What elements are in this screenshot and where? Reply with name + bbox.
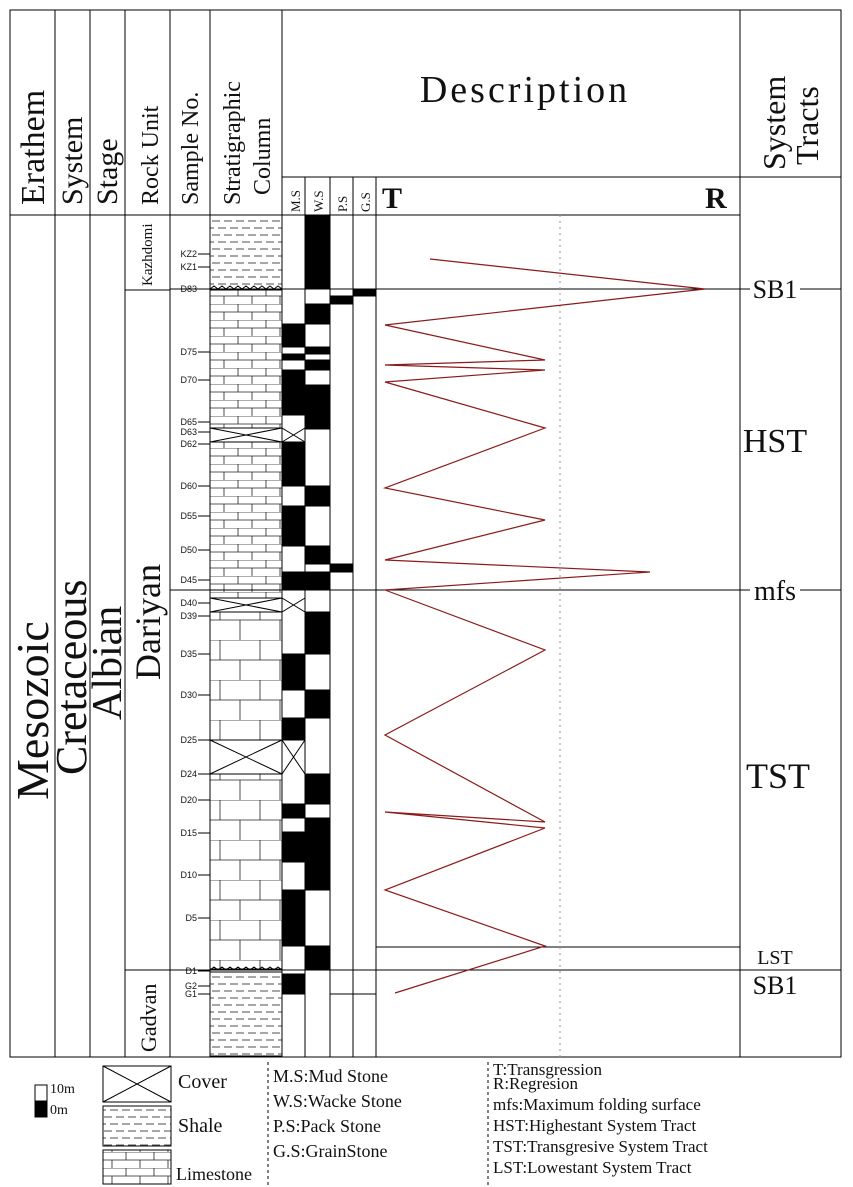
header-strat-column-2: Column [250,118,276,195]
header-system: System [56,117,89,205]
legend-limestone: Limestone [176,1164,252,1184]
legend-tst: TST:Transgresive System Tract [493,1137,708,1156]
sample-d24: D24 [180,769,197,779]
header-t: T [382,182,402,215]
header-sample-no: Sample No. [178,92,204,205]
sample-d63: D63 [180,427,197,437]
sample-g2: G2 [185,981,197,991]
sample-d39: D39 [180,611,197,621]
sample-d45: D45 [180,575,197,585]
systems-tracts: SB1 HST mfs TST LST SB1 [743,275,810,1000]
sample-d40: D40 [180,598,197,608]
unit-labels: Mesozoic Cretaceous Albian Kazhdomi Dari… [7,224,168,1052]
sample-kz2: KZ2 [180,249,197,259]
sample-d25: D25 [180,735,197,745]
header-strat-column-1: Stratigraphic [220,81,246,205]
legend-lst: LST:Lowestant System Tract [493,1158,692,1177]
header-ps: P.S [335,196,350,212]
surface-lines [170,288,841,971]
legend-ps: P.S:Pack Stone [273,1116,381,1136]
header-ms: M.S [288,190,303,212]
sample-d30: D30 [180,690,197,700]
rock-unit-dariyan: Dariyan [128,564,168,680]
rock-unit-kazhdomi: Kazhdomi [140,224,156,286]
texture-columns [281,214,377,995]
lithology-column [209,214,283,1057]
header-description: Description [420,69,630,111]
tract-lst: LST [757,947,793,969]
legend-t: T:Transgression [493,1060,603,1079]
scale-bar-black [34,1100,48,1118]
sample-d55: D55 [180,511,197,521]
tract-mfs: mfs [754,576,796,607]
tract-sb1-top: SB1 [753,275,798,304]
header-system-tracts-2: Tracts [789,86,825,165]
stage-label: Albian [85,606,131,720]
header-rock-unit: Rock Unit [138,105,164,205]
header-r: R [705,182,727,215]
legend-mfs: mfs:Maximum folding surface [493,1095,701,1114]
scale-bar-white [34,1084,48,1102]
legend-cover: Cover [178,1071,227,1093]
sample-d10: D10 [180,870,197,880]
sample-d75: D75 [180,347,197,357]
sample-d50: D50 [180,545,197,555]
legend-gs: G.S:GrainStone [273,1141,388,1161]
tract-tst: TST [746,756,810,796]
sample-d1: D1 [185,966,197,976]
header-system-tracts-1: System [756,76,792,170]
header-ws: W.S [311,190,326,212]
sample-d65: D65 [180,417,197,427]
legend-ms: M.S:Mud Stone [273,1066,388,1086]
sample-kz1: KZ1 [180,262,197,272]
sample-d70: D70 [180,375,197,385]
legend: 10m 0m Cover Shale Limestone M.S:Mud Sto… [34,1060,708,1187]
sample-d35: D35 [180,649,197,659]
legend-ws: W.S:Wacke Stone [273,1091,402,1111]
sample-d15: D15 [180,828,197,838]
sea-level-curve [382,258,706,994]
rock-unit-gadvan: Gadvan [136,984,161,1052]
sample-g1: G1 [185,989,197,999]
scale-top-label: 10m [50,1082,75,1097]
legend-hst: HST:Highestant System Tract [493,1116,696,1135]
sample-d20: D20 [180,795,197,805]
tract-hst: HST [743,423,807,460]
sample-d5: D5 [185,913,197,923]
sample-ticks [198,253,210,995]
system-label: Cretaceous [47,580,96,775]
sample-d62: D62 [180,439,197,449]
header-erathem: Erathem [15,90,52,205]
header-stage: Stage [91,138,124,205]
header-gs: G.S [358,192,373,212]
tract-sb1-bottom: SB1 [753,971,798,1000]
column-headers: Erathem System Stage Rock Unit Sample No… [15,69,825,215]
legend-shale: Shale [178,1115,223,1137]
scale-bottom-label: 0m [50,1103,68,1118]
table-frame [9,9,842,1058]
erathem-label: Mesozoic [7,621,58,800]
sample-labels: KZ2 KZ1 D83 D75 D70 D65 D63 D62 D60 D55 … [180,249,197,999]
texture-cover-marks [281,427,306,775]
sample-d60: D60 [180,481,197,491]
legend-r: R:Regresion [493,1074,578,1093]
